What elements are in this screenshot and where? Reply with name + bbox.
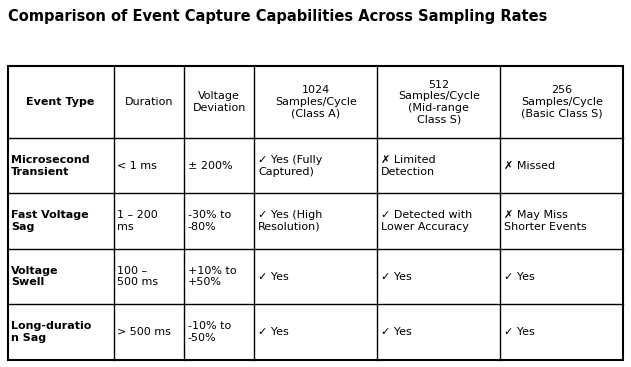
Text: ✓ Yes: ✓ Yes (258, 272, 289, 281)
Text: Comparison of Event Capture Capabilities Across Sampling Rates: Comparison of Event Capture Capabilities… (8, 9, 547, 24)
Text: ± 200%: ± 200% (187, 161, 232, 171)
Text: ✓ Yes: ✓ Yes (381, 327, 412, 337)
Text: Duration: Duration (124, 97, 173, 107)
Text: ✗ Limited
Detection: ✗ Limited Detection (381, 155, 436, 177)
Text: -30% to
-80%: -30% to -80% (187, 210, 231, 232)
Text: 256
Samples/Cycle
(Basic Class S): 256 Samples/Cycle (Basic Class S) (521, 86, 603, 119)
Text: 100 –
500 ms: 100 – 500 ms (117, 266, 158, 287)
Text: -10% to
-50%: -10% to -50% (187, 321, 231, 343)
Text: ✓ Yes: ✓ Yes (504, 327, 535, 337)
Text: Microsecond
Transient: Microsecond Transient (11, 155, 90, 177)
Text: ✓ Yes: ✓ Yes (504, 272, 535, 281)
Text: Voltage
Swell: Voltage Swell (11, 266, 59, 287)
Bar (8, 66, 623, 360)
Text: ✓ Yes (Fully
Captured): ✓ Yes (Fully Captured) (258, 155, 322, 177)
Text: Event Type: Event Type (27, 97, 95, 107)
Text: ✓ Yes: ✓ Yes (258, 327, 289, 337)
Text: 1024
Samples/Cycle
(Class A): 1024 Samples/Cycle (Class A) (275, 86, 357, 119)
Text: Long-duratio
n Sag: Long-duratio n Sag (11, 321, 91, 343)
Text: 1 – 200
ms: 1 – 200 ms (117, 210, 158, 232)
Text: > 500 ms: > 500 ms (117, 327, 171, 337)
Text: < 1 ms: < 1 ms (117, 161, 157, 171)
Text: ✗ May Miss
Shorter Events: ✗ May Miss Shorter Events (504, 210, 587, 232)
Text: ✗ Missed: ✗ Missed (504, 161, 555, 171)
Text: Fast Voltage
Sag: Fast Voltage Sag (11, 210, 89, 232)
Text: Voltage
Deviation: Voltage Deviation (192, 91, 246, 113)
Text: ✓ Detected with
Lower Accuracy: ✓ Detected with Lower Accuracy (381, 210, 473, 232)
Text: +10% to
+50%: +10% to +50% (187, 266, 237, 287)
Text: ✓ Yes: ✓ Yes (381, 272, 412, 281)
Text: ✓ Yes (High
Resolution): ✓ Yes (High Resolution) (258, 210, 322, 232)
Text: 512
Samples/Cycle
(Mid-range
Class S): 512 Samples/Cycle (Mid-range Class S) (398, 80, 480, 124)
